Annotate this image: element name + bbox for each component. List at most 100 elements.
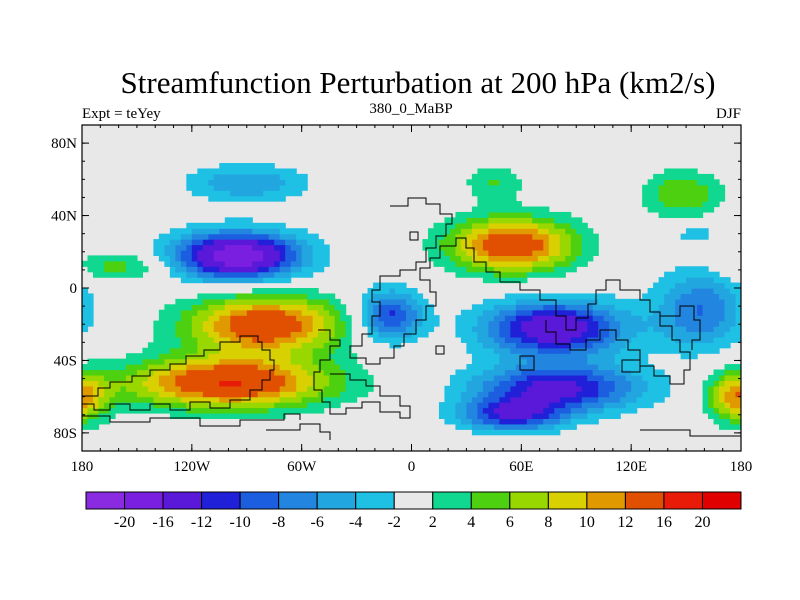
field-cell (702, 391, 709, 398)
field-cell (576, 380, 599, 387)
field-cell (724, 282, 741, 289)
field-cell (186, 266, 198, 273)
field-cell (493, 304, 517, 311)
field-cell (713, 407, 720, 414)
field-cell (499, 418, 528, 425)
field-cell (477, 233, 489, 240)
field-cell (510, 347, 539, 354)
field-cell (208, 331, 220, 338)
field-cell (708, 412, 720, 419)
field-cell (697, 179, 720, 186)
field-cell (186, 184, 215, 191)
field-cell (312, 380, 330, 387)
field-cell (82, 320, 94, 327)
field-cell (675, 282, 726, 289)
field-cell (735, 304, 741, 311)
field-cell (658, 277, 687, 284)
field-cell (471, 418, 484, 425)
field-cell (493, 336, 506, 343)
field-cell (406, 315, 418, 322)
field-cell (466, 249, 478, 256)
field-cell (290, 369, 308, 376)
field-cell (730, 418, 741, 425)
field-cell (653, 326, 687, 333)
field-cell (422, 320, 440, 327)
field-cell (631, 369, 665, 376)
field-cell (224, 244, 253, 251)
field-cell (406, 326, 418, 333)
colorbar-label: 2 (429, 514, 437, 531)
field-cell (570, 418, 599, 425)
field-cell (526, 374, 588, 381)
field-cell (537, 228, 550, 235)
field-cell (570, 347, 599, 354)
field-cell (471, 173, 517, 180)
field-cell (515, 315, 533, 322)
field-cell (719, 380, 726, 387)
field-cell (702, 396, 709, 403)
field-cell (570, 412, 588, 419)
field-cell (614, 358, 649, 365)
field-cell (724, 298, 737, 305)
field-cell (252, 336, 275, 343)
field-cell (642, 190, 660, 197)
field-cell (510, 385, 528, 392)
field-cell (642, 184, 660, 191)
x-tick-label: 180 (71, 459, 94, 475)
field-cell (345, 326, 352, 333)
field-cell (559, 418, 572, 425)
continent-outlines (82, 197, 741, 440)
field-cell (620, 331, 638, 338)
field-cell (543, 244, 550, 251)
field-cell (290, 266, 303, 273)
field-cell (175, 320, 193, 327)
field-cell (620, 364, 654, 371)
field-cell (559, 396, 583, 403)
field-cell (702, 201, 720, 208)
field-cell (362, 298, 369, 305)
field-cell (252, 260, 275, 267)
field-cell (82, 315, 94, 322)
field-cell (504, 391, 522, 398)
field-cell (598, 385, 616, 392)
colorbar-swatch (355, 491, 395, 510)
field-cell (153, 331, 176, 338)
field-cell (455, 222, 473, 229)
field-cell (504, 369, 522, 376)
field-cell (186, 222, 286, 229)
field-cell (460, 391, 478, 398)
field-cell (153, 239, 171, 246)
field-cell (609, 331, 621, 338)
field-cell (180, 396, 220, 403)
field-cell (395, 288, 418, 295)
field-cell (103, 374, 127, 381)
field-cell (318, 309, 330, 316)
colorbar-swatch (278, 491, 318, 510)
field-cell (279, 391, 297, 398)
field-cell (367, 315, 374, 322)
field-cell (488, 228, 539, 235)
field-cell (548, 244, 561, 251)
field-cell (713, 326, 731, 333)
field-cell (438, 244, 457, 251)
field-cell (438, 239, 457, 246)
field-cell (730, 385, 741, 392)
field-cell (548, 255, 566, 262)
field-cell (213, 173, 281, 180)
field-cell (422, 239, 440, 246)
field-cell (614, 315, 643, 322)
field-cell (362, 320, 369, 327)
field-cell (532, 217, 555, 224)
field-cell (378, 309, 391, 316)
field-cell (455, 315, 478, 322)
field-cell (98, 402, 105, 409)
field-cell (675, 304, 698, 311)
field-cell (202, 326, 215, 333)
field-cell (482, 418, 500, 425)
field-cell (395, 309, 407, 316)
field-cell (411, 293, 424, 300)
field-cell (301, 266, 325, 273)
field-cell (279, 396, 303, 403)
field-cell (477, 412, 489, 419)
field-cell (197, 266, 204, 273)
